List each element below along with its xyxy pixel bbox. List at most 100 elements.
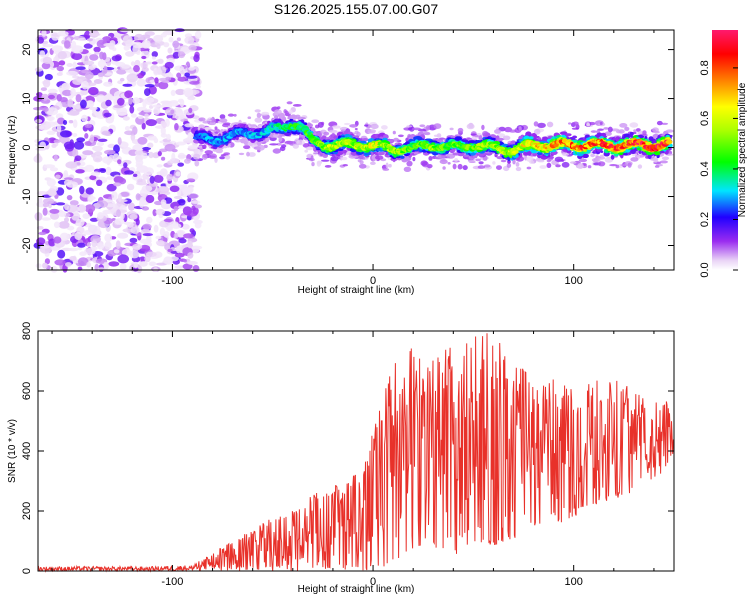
ridge-halo-point bbox=[328, 129, 338, 133]
ridge-point bbox=[377, 151, 385, 156]
noise-point bbox=[141, 206, 150, 211]
ridge-halo-point bbox=[478, 161, 484, 165]
noise-point bbox=[88, 89, 98, 94]
noise-point bbox=[39, 245, 51, 249]
ridge-halo-point bbox=[317, 121, 324, 128]
ridge-halo-point bbox=[609, 164, 618, 167]
ridge-halo-point bbox=[578, 158, 588, 163]
ridge-halo-point bbox=[202, 144, 207, 149]
ridge-point bbox=[274, 115, 279, 120]
noise-point bbox=[84, 30, 91, 39]
ridge-halo-point bbox=[457, 127, 464, 133]
noise-point bbox=[41, 62, 51, 70]
noise-point bbox=[47, 88, 58, 94]
ridge-halo-point bbox=[599, 122, 603, 125]
ridge-halo-point bbox=[537, 122, 546, 128]
noise-point bbox=[160, 100, 172, 105]
ridge-halo-point bbox=[571, 127, 580, 130]
ridge-halo-point bbox=[272, 148, 281, 154]
noise-point bbox=[38, 231, 47, 236]
ridge-point bbox=[292, 116, 297, 120]
ridge-point bbox=[364, 152, 372, 156]
noise-point bbox=[132, 243, 143, 250]
noise-point bbox=[66, 181, 78, 188]
noise-point bbox=[141, 122, 146, 130]
ridge-halo-point bbox=[428, 156, 433, 161]
noise-point bbox=[189, 80, 200, 85]
noise-point bbox=[44, 73, 53, 81]
noise-point bbox=[117, 193, 122, 203]
noise-point bbox=[97, 243, 105, 250]
noise-point bbox=[104, 233, 113, 243]
noise-point bbox=[187, 96, 196, 101]
ridge-halo-point bbox=[591, 158, 600, 162]
noise-point bbox=[67, 98, 74, 108]
noise-point bbox=[108, 261, 120, 267]
noise-point bbox=[110, 96, 117, 101]
ridge-halo-point bbox=[284, 110, 289, 114]
ridge-point bbox=[527, 151, 532, 156]
ridge-halo-point bbox=[406, 160, 413, 167]
noise-point bbox=[91, 171, 100, 176]
noise-point bbox=[161, 80, 171, 83]
ridge-point bbox=[533, 134, 538, 140]
noise-point bbox=[157, 151, 162, 157]
ridge-halo-point bbox=[343, 122, 351, 126]
ridge-halo-point bbox=[526, 166, 532, 170]
ridge-halo-point bbox=[342, 164, 348, 167]
ridge-halo-point bbox=[661, 122, 669, 125]
ridge-halo-point bbox=[316, 160, 322, 165]
ridge-halo-point bbox=[462, 165, 468, 171]
noise-point bbox=[148, 85, 157, 95]
noise-point bbox=[176, 72, 182, 79]
noise-point bbox=[135, 218, 140, 226]
ridge-halo-point bbox=[471, 136, 477, 140]
noise-point bbox=[117, 177, 127, 185]
ridge-halo-point bbox=[324, 165, 332, 168]
noise-point bbox=[105, 166, 112, 176]
noise-point bbox=[128, 202, 135, 211]
noise-point bbox=[70, 88, 76, 97]
ridge-halo-point bbox=[656, 120, 663, 126]
noise-point bbox=[141, 67, 149, 72]
ridge-halo-point bbox=[288, 109, 293, 115]
noise-point bbox=[42, 107, 49, 112]
noise-point bbox=[145, 194, 155, 204]
ridge-halo-point bbox=[604, 131, 612, 136]
ridge-point bbox=[600, 150, 604, 153]
ridge-halo-point bbox=[261, 111, 270, 116]
noise-point bbox=[122, 116, 130, 121]
ridge-point bbox=[220, 140, 225, 144]
ridge-halo-point bbox=[665, 129, 674, 133]
ridge-halo-point bbox=[358, 163, 367, 169]
noise-point bbox=[97, 72, 105, 77]
ridge-halo-point bbox=[385, 162, 389, 169]
noise-point bbox=[85, 187, 95, 195]
ridge-halo-point bbox=[364, 124, 369, 127]
ridge-halo-point bbox=[590, 130, 597, 133]
ridge-halo-point bbox=[481, 124, 485, 131]
noise-point bbox=[89, 107, 98, 111]
noise-point bbox=[136, 78, 146, 87]
ridge-halo-point bbox=[633, 129, 637, 133]
noise-point bbox=[63, 170, 68, 177]
noise-point bbox=[84, 248, 96, 255]
noise-point bbox=[116, 69, 127, 75]
noise-point bbox=[35, 119, 43, 123]
ridge-halo-point bbox=[439, 159, 448, 165]
noise-point bbox=[186, 178, 196, 183]
noise-point bbox=[128, 97, 133, 105]
ridge-halo-point bbox=[381, 125, 388, 130]
noise-point bbox=[145, 119, 157, 127]
noise-point bbox=[177, 162, 184, 167]
noise-point bbox=[190, 200, 201, 204]
noise-point bbox=[40, 87, 48, 91]
noise-point bbox=[88, 65, 96, 70]
noise-point bbox=[189, 228, 195, 233]
noise-point bbox=[48, 94, 55, 100]
noise-point bbox=[177, 154, 189, 158]
noise-point bbox=[86, 242, 92, 248]
noise-point bbox=[188, 44, 197, 51]
ridge-halo-point bbox=[305, 146, 314, 151]
noise-point bbox=[166, 133, 171, 141]
